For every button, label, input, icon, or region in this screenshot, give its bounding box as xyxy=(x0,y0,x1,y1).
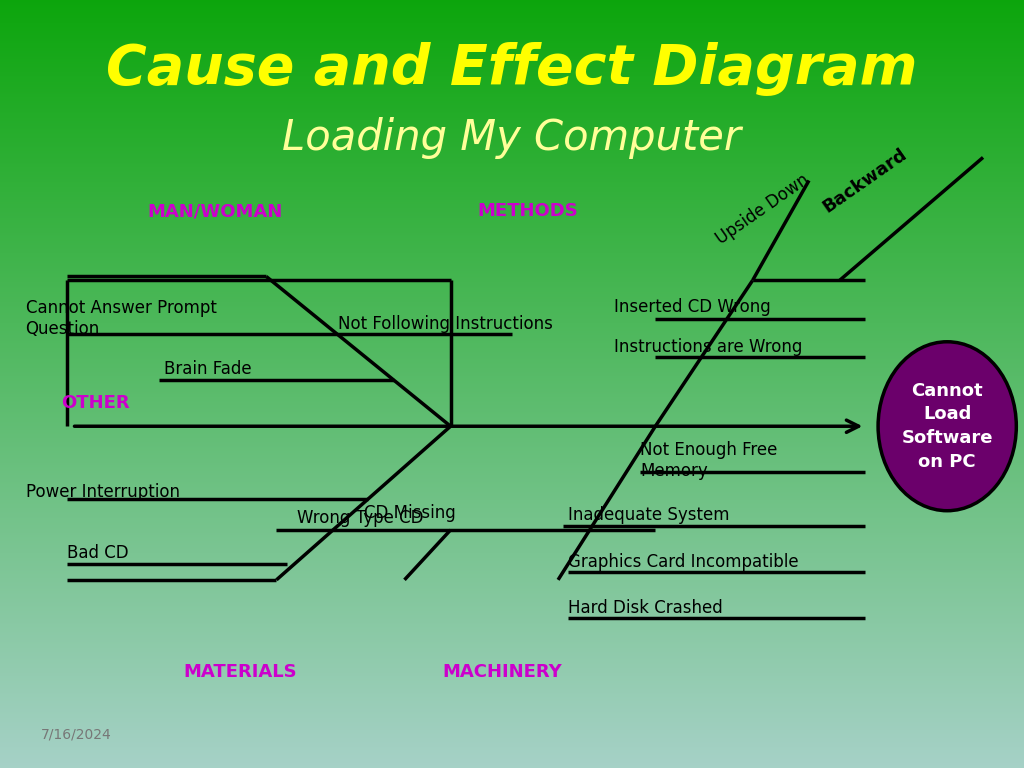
Text: CD Missing: CD Missing xyxy=(364,505,456,522)
Text: Cause and Effect Diagram: Cause and Effect Diagram xyxy=(106,42,918,96)
Text: MACHINERY: MACHINERY xyxy=(442,663,561,681)
Text: Power Interruption: Power Interruption xyxy=(26,482,179,501)
Text: MATERIALS: MATERIALS xyxy=(184,663,297,681)
Text: Brain Fade: Brain Fade xyxy=(164,359,252,378)
Text: Cannot
Load
Software
on PC: Cannot Load Software on PC xyxy=(901,382,993,471)
Text: Inadequate System: Inadequate System xyxy=(568,505,730,524)
Text: METHODS: METHODS xyxy=(477,202,578,220)
Text: OTHER: OTHER xyxy=(61,394,130,412)
Text: Not Following Instructions: Not Following Instructions xyxy=(338,315,553,333)
Text: Cannot Answer Prompt
Question: Cannot Answer Prompt Question xyxy=(26,300,216,338)
Ellipse shape xyxy=(879,342,1017,511)
Text: Wrong Type CD: Wrong Type CD xyxy=(297,509,424,528)
Text: Graphics Card Incompatible: Graphics Card Incompatible xyxy=(568,553,799,571)
Text: Instructions are Wrong: Instructions are Wrong xyxy=(614,338,803,356)
Text: Not Enough Free
Memory: Not Enough Free Memory xyxy=(640,442,777,480)
Text: 7/16/2024: 7/16/2024 xyxy=(41,727,112,741)
Text: Bad CD: Bad CD xyxy=(67,544,128,562)
Text: Loading My Computer: Loading My Computer xyxy=(283,118,741,159)
Text: MAN/WOMAN: MAN/WOMAN xyxy=(147,202,283,220)
Text: Hard Disk Crashed: Hard Disk Crashed xyxy=(568,599,723,617)
Text: Backward: Backward xyxy=(819,145,910,216)
Text: Upside Down: Upside Down xyxy=(713,170,812,247)
Text: Inserted CD Wrong: Inserted CD Wrong xyxy=(614,298,771,316)
